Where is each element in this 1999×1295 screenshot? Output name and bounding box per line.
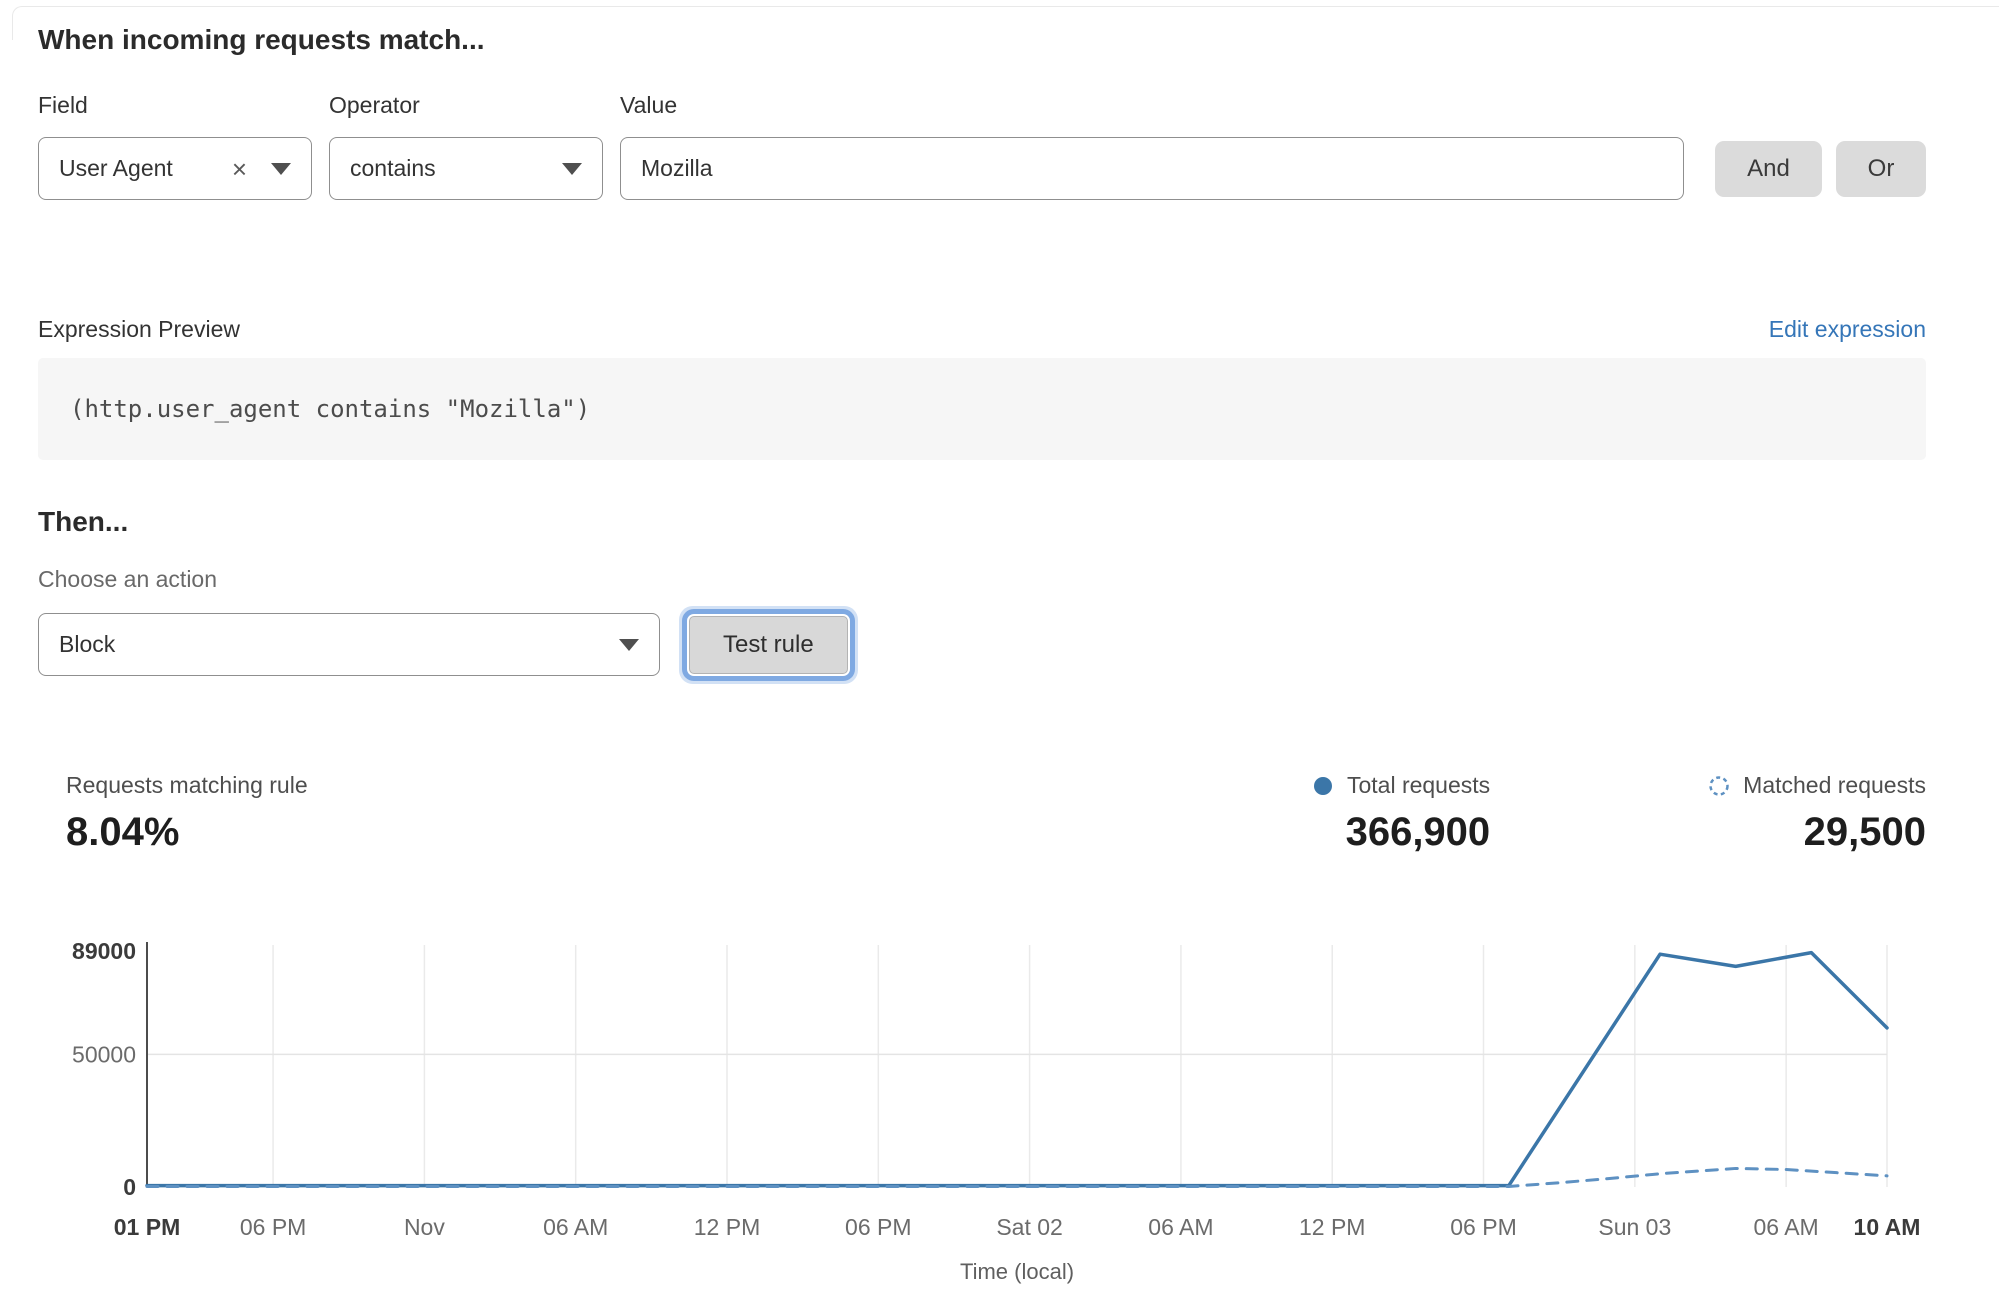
stat-matching-rule: Requests matching rule 8.04% xyxy=(66,772,308,855)
x-tick-label: Nov xyxy=(404,1214,445,1240)
logic-buttons: And Or xyxy=(1715,137,1926,200)
value-label: Value xyxy=(620,92,678,118)
condition-row: Field User Agent × Operator contains Val… xyxy=(38,92,1926,200)
total-requests-legend-dot-icon xyxy=(1313,776,1332,795)
x-tick-label: Sat 02 xyxy=(996,1214,1063,1240)
then-heading: Then... xyxy=(38,506,129,537)
action-row: Block Test rule xyxy=(38,613,1926,676)
x-tick-label: 06 PM xyxy=(845,1214,911,1240)
expression-header: Expression Preview Edit expression xyxy=(38,316,1926,343)
x-tick-label: 12 PM xyxy=(694,1214,760,1240)
matched-requests-label: Matched requests xyxy=(1743,772,1926,798)
operator-select-value: contains xyxy=(350,155,436,181)
y-tick-label: 50000 xyxy=(72,1041,136,1067)
x-axis-title: Time (local) xyxy=(960,1259,1074,1284)
stat-total-requests: Total requests 366,900 xyxy=(1312,772,1490,855)
x-tick-label: 01 PM xyxy=(114,1214,180,1240)
matched-requests-legend-dashed-circle-icon xyxy=(1709,775,1729,796)
test-rule-button[interactable]: Test rule xyxy=(689,615,848,674)
stat-matched-requests: Matched requests 29,500 xyxy=(1708,772,1926,855)
action-select[interactable]: Block xyxy=(38,613,660,676)
x-tick-label: Sun 03 xyxy=(1598,1214,1671,1240)
field-label: Field xyxy=(38,92,88,118)
value-input[interactable] xyxy=(620,137,1684,200)
x-tick-label: 06 AM xyxy=(543,1214,608,1240)
expression-code: (http.user_agent contains "Mozilla") xyxy=(70,395,591,423)
x-tick-label: 06 AM xyxy=(1148,1214,1213,1240)
expression-preview-label: Expression Preview xyxy=(38,316,240,342)
x-tick-label: 10 AM xyxy=(1854,1214,1921,1240)
series-total-requests xyxy=(145,950,1889,1188)
choose-action-label: Choose an action xyxy=(38,566,218,592)
field-select-value: User Agent xyxy=(59,155,173,181)
total-requests-label: Total requests xyxy=(1346,772,1491,798)
matched-requests-value: 29,500 xyxy=(1803,810,1926,854)
chevron-down-icon xyxy=(271,162,291,175)
total-requests-value: 366,900 xyxy=(1345,810,1491,854)
field-select[interactable]: User Agent × xyxy=(38,137,312,200)
matching-rule-label: Requests matching rule xyxy=(66,772,308,798)
expression-code-block: (http.user_agent contains "Mozilla") xyxy=(38,358,1926,460)
x-tick-label: 12 PM xyxy=(1299,1214,1365,1240)
y-tick-label: 89000 xyxy=(72,938,136,964)
y-tick-label: 0 xyxy=(123,1174,136,1200)
or-button[interactable]: Or xyxy=(1836,140,1926,197)
x-tick-label: 06 PM xyxy=(240,1214,306,1240)
and-button[interactable]: And xyxy=(1715,140,1822,197)
operator-select[interactable]: contains xyxy=(329,137,603,200)
match-heading: When incoming requests match... xyxy=(38,24,485,55)
action-select-value: Block xyxy=(59,631,116,657)
chevron-down-icon xyxy=(562,162,582,175)
requests-line-chart: 0 50000 89000 01 PM 06 PM Nov 06 AM 12 PM 06 PM S… xyxy=(72,938,1921,1284)
requests-chart: 0 50000 89000 01 PM 06 PM Nov 06 AM 12 PM 06 PM S… xyxy=(38,929,1926,1291)
stats-row: Requests matching rule 8.04% Total reque… xyxy=(38,772,1926,855)
operator-label: Operator xyxy=(329,92,420,118)
series-matched-requests xyxy=(145,1166,1889,1188)
clear-field-icon[interactable]: × xyxy=(231,153,247,184)
chevron-down-icon xyxy=(619,638,639,651)
edit-expression-link[interactable]: Edit expression xyxy=(1768,316,1926,342)
x-tick-label: 06 PM xyxy=(1450,1214,1516,1240)
matching-rule-value: 8.04% xyxy=(66,810,180,854)
x-tick-label: 06 AM xyxy=(1754,1214,1819,1240)
